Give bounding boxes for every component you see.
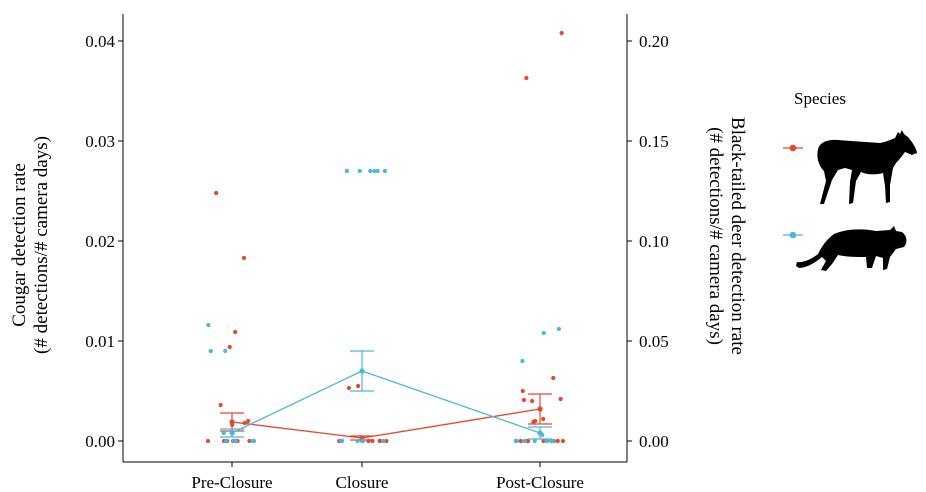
legend: Species (783, 89, 917, 271)
deer-data-point (242, 420, 247, 426)
legend-key-cougar-dot (789, 231, 797, 239)
deer-data-point (205, 438, 211, 444)
right-axis-title-line-1: Black-tailed deer detection rate (727, 117, 748, 355)
cougar-data-point (382, 168, 387, 174)
deer-data-point (559, 30, 564, 36)
deer-data-point (555, 438, 560, 444)
right-axis-tick-label: 0.20 (639, 32, 669, 51)
right-axis-title: Black-tailed deer detection rate (# dete… (705, 117, 748, 355)
deer-data-point (551, 375, 556, 381)
cougar-data-point (522, 438, 527, 444)
x-axis-tick-label: Pre-Closure (191, 473, 272, 492)
deer-data-point (356, 383, 361, 389)
deer-data-point (227, 344, 232, 350)
right-axis-tick-label: 0.05 (639, 332, 669, 351)
left-axis-tick-label: 0.04 (85, 32, 115, 51)
deer-data-point (384, 438, 389, 444)
deer-data-point (366, 438, 371, 444)
deer-data-point (370, 438, 375, 444)
deer-data-point (518, 438, 523, 444)
left-axis-tick-label: 0.00 (85, 432, 115, 451)
deer-data-point (526, 438, 531, 444)
cougar-data-point (250, 438, 255, 444)
legend-key-deer-dot (789, 144, 797, 152)
cougar-data-point (520, 358, 525, 364)
x-axis-tick-label: Post-Closure (496, 473, 584, 492)
right-axis-title-line-2: (# detections/# camera days) (705, 127, 726, 345)
cougar-data-point (339, 438, 344, 444)
deer-data-point (218, 402, 223, 408)
deer-mean-point (537, 406, 543, 412)
deer-data-point (541, 416, 546, 422)
cougar-data-point (372, 168, 377, 174)
left-axis-title: Cougar detection rate (# detections/# ca… (9, 136, 52, 354)
cougar-silhouette-icon (796, 226, 907, 271)
deer-data-point (521, 397, 526, 403)
cougar-data-point (514, 438, 519, 444)
cougar-data-point (223, 348, 228, 354)
deer-data-point (241, 255, 247, 261)
deer-data-point (247, 438, 252, 444)
cougar-mean-point (229, 430, 235, 436)
cougar-data-point (233, 438, 238, 444)
cougar-data-point (357, 168, 362, 174)
deer-data-point (558, 396, 563, 402)
deer-series (205, 30, 566, 444)
cougar-mean-line (231, 370, 541, 434)
cougar-data-point (541, 330, 546, 336)
cougar-data-point (221, 430, 226, 436)
cougar-data-point (355, 438, 360, 444)
cougar-data-point (375, 168, 380, 174)
deer-data-point (233, 329, 238, 335)
right-axis-tick-label: 0.10 (639, 232, 669, 251)
cougar-data-point (556, 326, 561, 332)
deer-mean-line (231, 408, 541, 439)
left-axis-tick-label: 0.01 (85, 332, 115, 351)
deer-data-point (533, 418, 538, 424)
cougar-data-point (532, 438, 537, 444)
legend-key-deer (783, 144, 803, 152)
x-axis-tick-label: Closure (336, 473, 389, 492)
cougar-data-point (549, 438, 554, 444)
deer-data-point (346, 385, 351, 391)
cougar-series (206, 168, 561, 444)
deer-data-point (524, 75, 529, 81)
deer-data-point (377, 438, 382, 444)
deer-data-point (530, 398, 535, 404)
cougar-data-point (544, 438, 549, 444)
left-axis-title-line-1: Cougar detection rate (9, 163, 30, 327)
deer-data-point (214, 190, 219, 196)
cougar-data-point (206, 322, 211, 328)
deer-data-point (560, 438, 566, 444)
cougar-data-point (223, 438, 228, 444)
right-axis-tick-label: 0.15 (639, 132, 669, 151)
right-axis-tick-label: 0.00 (639, 432, 669, 451)
deer-data-point (246, 418, 251, 424)
deer-silhouette-icon (817, 130, 917, 204)
cougar-data-point (359, 438, 364, 444)
legend-key-cougar (783, 231, 803, 239)
cougar-mean-point (359, 368, 365, 374)
cougar-data-point (368, 168, 373, 174)
left-axis-title-line-2: (# detections/# camera days) (31, 136, 52, 354)
cougar-data-point (208, 348, 213, 354)
deer-mean-point (229, 419, 235, 425)
left-axis-tick-label: 0.02 (85, 232, 115, 251)
left-axis-tick-label: 0.03 (85, 132, 115, 151)
cougar-data-point (344, 168, 349, 174)
deer-data-point (541, 438, 546, 444)
legend-title: Species (794, 89, 846, 108)
deer-data-point (520, 388, 525, 394)
cougar-data-point (381, 438, 386, 444)
cougar-mean-point (537, 430, 543, 436)
plot-area: 0.00 0.01 0.02 0.03 0.04 0.00 0.05 0.10 0.15 0.20… (85, 14, 669, 492)
